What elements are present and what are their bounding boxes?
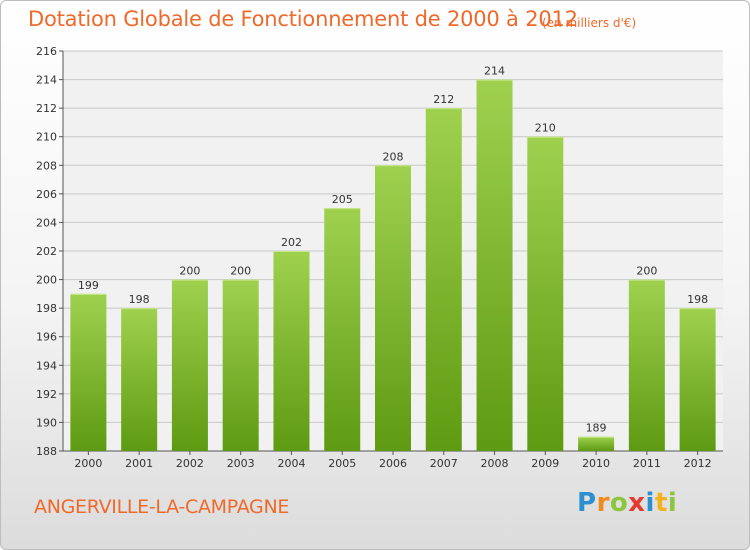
x-tick-label: 2000 — [74, 457, 102, 470]
y-tick-label: 200 — [36, 274, 57, 287]
bar-value-label: 198 — [687, 293, 708, 306]
y-tick-label: 216 — [36, 45, 57, 58]
logo-letter: x — [628, 488, 646, 518]
bar-value-label: 200 — [179, 265, 200, 278]
logo-letter: i — [667, 488, 678, 518]
y-tick-label: 194 — [36, 359, 57, 372]
bar-value-label: 200 — [230, 265, 251, 278]
chart-subtitle: (en milliers d'€) — [542, 16, 637, 30]
proxiti-logo: Proxiti — [577, 488, 677, 518]
x-tick-label: 2007 — [430, 457, 458, 470]
bar-value-label: 210 — [535, 122, 556, 135]
x-tick-label: 2008 — [481, 457, 509, 470]
y-tick-label: 196 — [36, 331, 57, 344]
bar — [375, 165, 411, 452]
bar — [171, 279, 208, 451]
bar — [527, 136, 564, 451]
logo-letter: t — [654, 488, 668, 518]
bar — [476, 79, 513, 452]
bar — [70, 293, 107, 451]
bar — [578, 436, 615, 451]
y-tick-label: 210 — [36, 131, 57, 144]
y-tick-label: 214 — [36, 74, 57, 87]
y-tick-label: 212 — [36, 102, 57, 115]
bar — [324, 208, 361, 451]
bar-value-label: 212 — [433, 93, 454, 106]
logo-letter: r — [596, 488, 610, 518]
y-tick-label: 192 — [36, 388, 57, 401]
bar — [121, 308, 158, 451]
y-tick-label: 188 — [36, 445, 57, 458]
y-tick-label: 202 — [36, 245, 57, 258]
x-tick-label: 2011 — [633, 457, 661, 470]
bar — [222, 279, 259, 451]
bar — [425, 108, 462, 452]
bar-value-label: 208 — [383, 150, 404, 163]
bar — [679, 308, 716, 451]
bar — [628, 279, 665, 451]
x-tick-label: 2012 — [684, 457, 712, 470]
x-tick-label: 2010 — [582, 457, 610, 470]
logo-letter: P — [577, 488, 597, 518]
y-tick-label: 206 — [36, 188, 57, 201]
logo-letter: i — [645, 488, 655, 518]
chart-title: Dotation Globale de Fonctionnement de 20… — [28, 7, 578, 31]
bar-value-label: 205 — [332, 193, 353, 206]
bar-value-label: 214 — [484, 65, 505, 78]
x-tick-label: 2004 — [277, 457, 305, 470]
y-tick-label: 204 — [36, 216, 57, 229]
x-tick-label: 2009 — [531, 457, 559, 470]
x-tick-label: 2002 — [176, 457, 204, 470]
bar-value-label: 198 — [129, 293, 150, 306]
bar — [273, 251, 310, 451]
logo-letter: o — [609, 488, 629, 518]
y-tick-label: 208 — [36, 159, 57, 172]
y-tick-label: 190 — [36, 416, 57, 429]
bar-value-label: 202 — [281, 236, 302, 249]
x-tick-label: 2006 — [379, 457, 407, 470]
commune-name: ANGERVILLE-LA-CAMPAGNE — [34, 496, 290, 518]
x-tick-label: 2003 — [227, 457, 255, 470]
bar-value-label: 199 — [78, 279, 99, 292]
y-tick-label: 198 — [36, 302, 57, 315]
bar-value-label: 189 — [586, 422, 607, 435]
bar-value-label: 200 — [636, 265, 657, 278]
x-tick-label: 2001 — [125, 457, 153, 470]
x-tick-label: 2005 — [328, 457, 356, 470]
